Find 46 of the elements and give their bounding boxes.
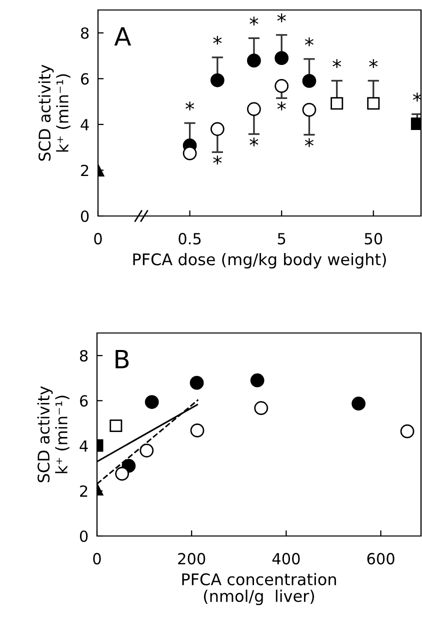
annotation: * <box>369 59 378 68</box>
annotation: * <box>304 37 314 46</box>
y-tick-label: 6 <box>80 395 88 407</box>
annotation: * <box>277 13 286 22</box>
point <box>250 373 264 388</box>
y-tick-label: 2 <box>81 164 88 176</box>
annotation: * <box>213 36 222 45</box>
annotation: A <box>114 27 132 46</box>
annotation: B <box>116 350 129 368</box>
annotation: * <box>186 102 194 110</box>
point <box>190 376 204 390</box>
annotation: * <box>304 138 314 148</box>
x-axis-title: PFCA dose (mg/kg body weight) <box>133 253 386 268</box>
point <box>115 466 130 481</box>
annotation: * <box>250 137 258 146</box>
x-tick-label: 0.5 <box>178 232 201 244</box>
point <box>110 419 122 432</box>
point <box>190 423 204 438</box>
annotation: * <box>250 16 258 26</box>
annotation: * <box>277 102 286 110</box>
x-tick-label: 200 <box>178 552 206 564</box>
point <box>254 401 268 416</box>
point <box>352 396 366 411</box>
annotation: * <box>213 156 222 164</box>
x-tick-label: 0 <box>94 232 102 244</box>
point <box>140 444 154 458</box>
x-tick-label: 5 <box>278 233 286 244</box>
point <box>144 395 159 409</box>
point <box>400 424 414 438</box>
x-tick-label: 50 <box>364 232 382 244</box>
x-tick-label: 600 <box>367 552 394 564</box>
y-tick-label: 8 <box>80 350 88 362</box>
y-tick-label: 8 <box>80 27 89 39</box>
y-tick-label: 6 <box>81 73 89 85</box>
x-tick-label: 0 <box>93 552 101 564</box>
y-tick-label: 4 <box>80 440 88 452</box>
annotation: * <box>412 92 422 102</box>
y-axis-title: SCD activity k⁺ (min⁻¹) <box>37 386 70 482</box>
x-tick-label: 400 <box>272 552 300 564</box>
x-axis-title: PFCA concentration (nmol/g liver) <box>182 573 336 606</box>
y-axis-title: SCD activity k⁺ (min⁻¹) <box>38 64 70 161</box>
y-tick-label: 0 <box>80 210 89 222</box>
annotation: * <box>332 59 342 68</box>
y-tick-label: 0 <box>80 530 88 542</box>
y-tick-label: 2 <box>80 485 88 497</box>
y-tick-label: 4 <box>80 119 89 130</box>
